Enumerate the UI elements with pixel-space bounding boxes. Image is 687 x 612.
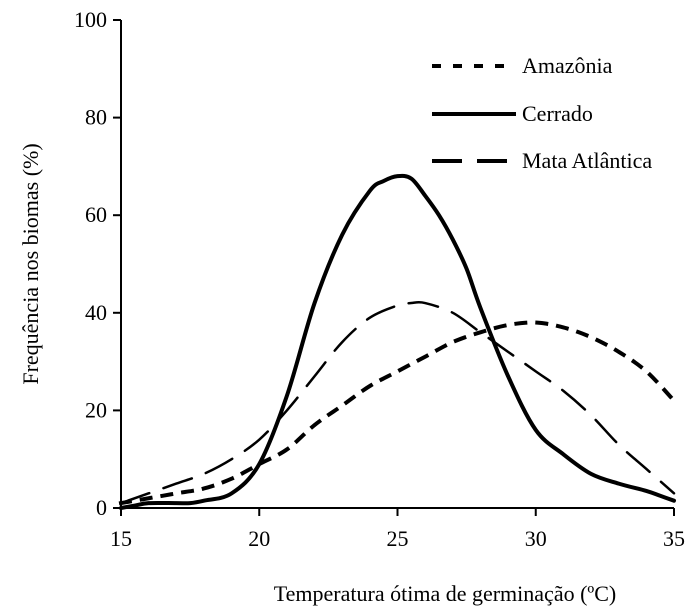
legend-item-cerrado: Cerrado — [432, 101, 593, 126]
x-tick-label: 30 — [525, 526, 547, 551]
y-tick-label: 80 — [85, 105, 107, 130]
y-axis-ticks: 0 20 40 60 80 100 — [74, 7, 121, 520]
legend-label-amazonia: Amazônia — [522, 53, 613, 78]
y-tick-label: 20 — [85, 397, 107, 422]
y-tick-label: 60 — [85, 202, 107, 227]
x-axis-ticks: 15 20 25 30 35 — [110, 508, 685, 551]
series-layer — [118, 173, 677, 510]
x-tick-label: 25 — [387, 526, 409, 551]
axes-layer: 15 20 25 30 35 0 20 40 60 80 100 — [74, 7, 685, 551]
series-line-cerrado — [119, 173, 676, 510]
x-tick-label: 20 — [248, 526, 270, 551]
x-tick-label: 35 — [663, 526, 685, 551]
y-axis-title: Frequência nos biomas (%) — [18, 143, 43, 384]
y-tick-label: 40 — [85, 300, 107, 325]
legend-label-cerrado: Cerrado — [522, 101, 593, 126]
legend-item-amazonia: Amazônia — [432, 53, 613, 78]
x-tick-label: 15 — [110, 526, 132, 551]
y-tick-label: 100 — [74, 7, 107, 32]
x-axis-title: Temperatura ótima de germinação (ºC) — [274, 581, 616, 606]
series-line-amaz-nia — [118, 320, 677, 506]
legend-label-mata-atlantica: Mata Atlântica — [522, 148, 652, 173]
series-line-mata-atl-ntica — [119, 300, 676, 505]
legend: Amazônia Cerrado Mata Atlântica — [432, 53, 652, 173]
y-tick-label: 0 — [96, 495, 107, 520]
legend-item-mata-atlantica: Mata Atlântica — [432, 148, 652, 173]
